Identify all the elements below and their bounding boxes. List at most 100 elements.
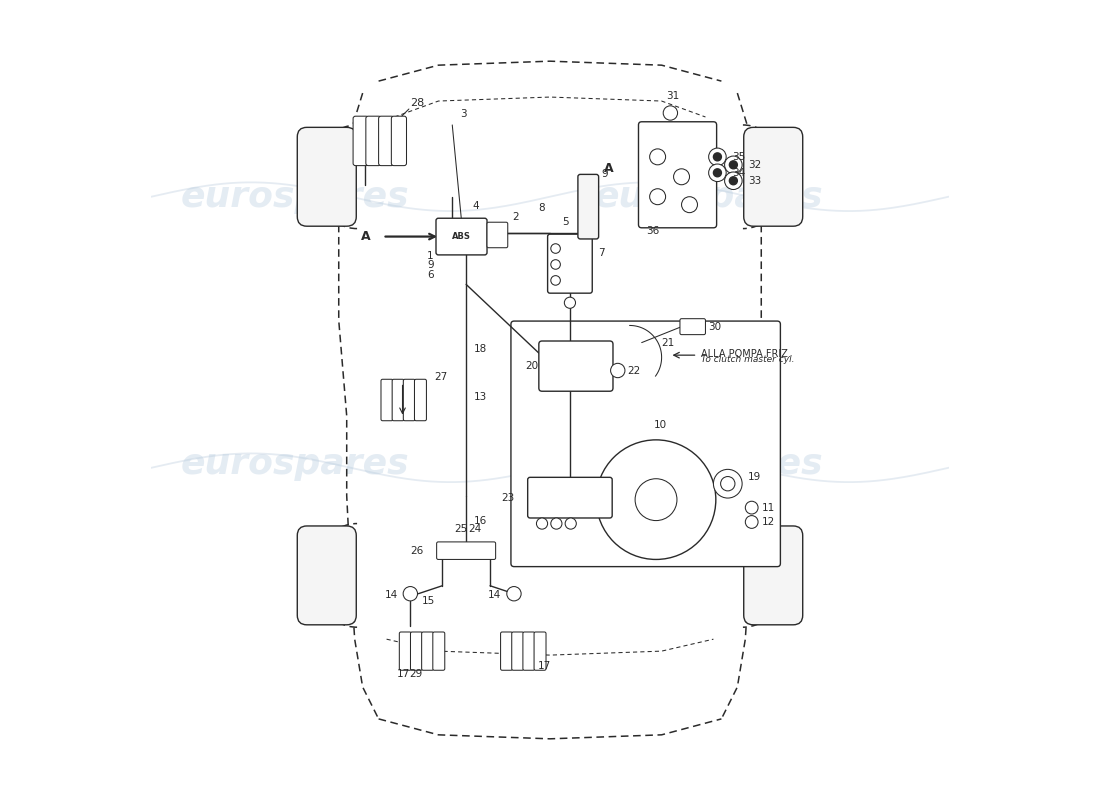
FancyBboxPatch shape xyxy=(680,318,705,334)
Text: 36: 36 xyxy=(646,226,659,236)
Circle shape xyxy=(596,440,716,559)
FancyBboxPatch shape xyxy=(415,379,427,421)
Text: 34: 34 xyxy=(732,168,745,178)
Circle shape xyxy=(729,161,737,169)
Text: 25: 25 xyxy=(454,523,467,534)
FancyBboxPatch shape xyxy=(297,526,356,625)
FancyBboxPatch shape xyxy=(297,127,356,226)
Text: A: A xyxy=(361,230,371,243)
Text: 12: 12 xyxy=(762,517,776,527)
Text: 4: 4 xyxy=(473,202,480,211)
Text: 30: 30 xyxy=(708,322,720,332)
Text: 17: 17 xyxy=(397,669,410,678)
Circle shape xyxy=(720,477,735,491)
FancyBboxPatch shape xyxy=(381,379,393,421)
Text: 14: 14 xyxy=(384,590,397,600)
Text: eurospares: eurospares xyxy=(180,446,409,481)
Text: 3: 3 xyxy=(460,109,466,119)
FancyBboxPatch shape xyxy=(421,632,433,670)
FancyBboxPatch shape xyxy=(744,526,803,625)
FancyBboxPatch shape xyxy=(392,116,407,166)
FancyBboxPatch shape xyxy=(744,127,803,226)
Text: 7: 7 xyxy=(597,248,605,258)
Text: 32: 32 xyxy=(748,160,761,170)
Circle shape xyxy=(635,478,676,521)
FancyBboxPatch shape xyxy=(353,116,369,166)
FancyBboxPatch shape xyxy=(539,341,613,391)
Text: 11: 11 xyxy=(762,502,776,513)
Text: 35: 35 xyxy=(732,152,745,162)
Text: 28: 28 xyxy=(410,98,425,108)
Text: 16: 16 xyxy=(474,515,487,526)
Circle shape xyxy=(610,363,625,378)
FancyBboxPatch shape xyxy=(500,632,513,670)
Circle shape xyxy=(551,518,562,529)
Text: ABS: ABS xyxy=(452,232,471,241)
Circle shape xyxy=(551,260,560,270)
Text: 29: 29 xyxy=(409,669,422,678)
FancyBboxPatch shape xyxy=(510,321,780,566)
Text: 13: 13 xyxy=(474,392,487,402)
Text: 19: 19 xyxy=(748,472,761,482)
FancyBboxPatch shape xyxy=(437,542,496,559)
Text: 23: 23 xyxy=(500,493,514,502)
Text: 22: 22 xyxy=(627,366,640,375)
FancyBboxPatch shape xyxy=(404,379,416,421)
Text: 31: 31 xyxy=(667,91,680,102)
Circle shape xyxy=(650,189,666,205)
Text: 5: 5 xyxy=(562,217,569,226)
Circle shape xyxy=(708,164,726,182)
FancyBboxPatch shape xyxy=(548,234,592,293)
FancyBboxPatch shape xyxy=(378,116,394,166)
Text: 14: 14 xyxy=(488,590,502,600)
FancyBboxPatch shape xyxy=(410,632,422,670)
Circle shape xyxy=(725,172,742,190)
Circle shape xyxy=(551,276,560,285)
Circle shape xyxy=(746,502,758,514)
Text: eurospares: eurospares xyxy=(595,446,824,481)
Text: 6: 6 xyxy=(427,270,433,280)
Text: 27: 27 xyxy=(434,372,448,382)
Text: 9: 9 xyxy=(601,169,607,178)
Circle shape xyxy=(404,586,418,601)
Text: To clutch master cyl.: To clutch master cyl. xyxy=(702,355,795,365)
FancyBboxPatch shape xyxy=(528,478,613,518)
Circle shape xyxy=(673,169,690,185)
Text: ALLA POMPA FRIZ.: ALLA POMPA FRIZ. xyxy=(702,349,791,359)
Circle shape xyxy=(746,515,758,528)
Text: 21: 21 xyxy=(661,338,675,348)
Text: 18: 18 xyxy=(474,344,487,354)
Circle shape xyxy=(650,149,666,165)
FancyBboxPatch shape xyxy=(487,222,508,248)
FancyBboxPatch shape xyxy=(535,632,546,670)
Circle shape xyxy=(714,169,722,177)
Text: 2: 2 xyxy=(513,212,519,222)
FancyBboxPatch shape xyxy=(366,116,381,166)
FancyBboxPatch shape xyxy=(399,632,411,670)
Text: 10: 10 xyxy=(653,420,667,430)
Text: eurospares: eurospares xyxy=(180,180,409,214)
Circle shape xyxy=(682,197,697,213)
Circle shape xyxy=(551,244,560,254)
FancyBboxPatch shape xyxy=(638,122,716,228)
Circle shape xyxy=(565,518,576,529)
FancyBboxPatch shape xyxy=(392,379,404,421)
Text: 8: 8 xyxy=(539,203,546,213)
Text: eurospares: eurospares xyxy=(595,180,824,214)
Circle shape xyxy=(725,156,742,174)
FancyBboxPatch shape xyxy=(522,632,535,670)
Circle shape xyxy=(537,518,548,529)
Circle shape xyxy=(708,148,726,166)
FancyBboxPatch shape xyxy=(436,218,487,255)
Text: 24: 24 xyxy=(468,523,481,534)
Text: 17: 17 xyxy=(538,661,551,670)
Circle shape xyxy=(714,470,742,498)
Text: 33: 33 xyxy=(748,176,761,186)
Circle shape xyxy=(729,177,737,185)
Circle shape xyxy=(507,586,521,601)
Text: 26: 26 xyxy=(410,546,424,556)
Text: 15: 15 xyxy=(422,596,436,606)
Circle shape xyxy=(714,153,722,161)
Circle shape xyxy=(663,106,678,120)
FancyBboxPatch shape xyxy=(578,174,598,239)
